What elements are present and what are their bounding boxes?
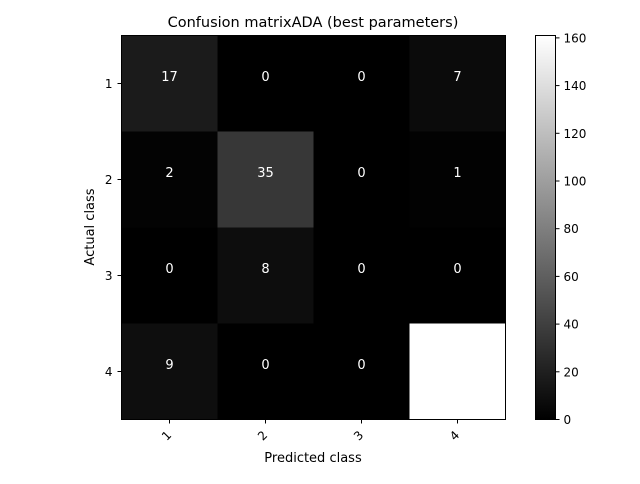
cell-value-label: 8 bbox=[261, 262, 269, 277]
heatmap-cell bbox=[121, 131, 218, 228]
cell-value-label: 0 bbox=[357, 358, 365, 373]
colorbar-tick-label: 60 bbox=[564, 270, 579, 284]
heatmap-cell bbox=[217, 131, 314, 228]
y-axis-ticks: 1 2 3 4 bbox=[105, 77, 122, 379]
cell-value-label: 2 bbox=[165, 166, 173, 181]
heatmap-cell bbox=[313, 323, 410, 420]
colorbar-tick-label: 80 bbox=[564, 222, 579, 236]
x-tick-label: 2 bbox=[255, 428, 270, 443]
heatmap-cell bbox=[217, 323, 314, 420]
cell-value-label: 0 bbox=[165, 262, 173, 277]
colorbar bbox=[535, 35, 556, 420]
heatmap-cell bbox=[313, 227, 410, 324]
colorbar-tick-label: 20 bbox=[564, 365, 579, 379]
heatmap-cell bbox=[121, 35, 218, 132]
colorbar-tick-label: 160 bbox=[564, 31, 587, 45]
y-axis-label: Actual class bbox=[83, 188, 98, 265]
cell-value-label: 1 bbox=[453, 166, 461, 181]
y-tick-label: 2 bbox=[105, 173, 113, 187]
x-tick-label: 3 bbox=[351, 428, 366, 443]
heatmap-cell bbox=[121, 227, 218, 324]
x-axis-label: Predicted class bbox=[264, 451, 362, 466]
plot-frame bbox=[121, 35, 506, 420]
heatmap-cell bbox=[313, 35, 410, 132]
y-tick-label: 3 bbox=[105, 269, 113, 283]
chart-title: Confusion matrixADA (best parameters) bbox=[168, 15, 459, 31]
cell-value-label: 35 bbox=[257, 166, 274, 181]
heatmap-cell bbox=[409, 131, 506, 228]
cell-value-label: 0 bbox=[453, 262, 461, 277]
cell-value-label: 0 bbox=[261, 358, 269, 373]
x-axis-ticks: 1 2 3 4 bbox=[159, 419, 462, 443]
heatmap-cell bbox=[121, 323, 218, 420]
cell-value-label: 0 bbox=[357, 262, 365, 277]
heatmap-cell bbox=[409, 323, 506, 420]
cell-value-label: 0 bbox=[357, 166, 365, 181]
colorbar-tick-label: 0 bbox=[564, 413, 572, 427]
colorbar-tick-label: 100 bbox=[564, 174, 587, 188]
y-tick-label: 1 bbox=[105, 77, 113, 91]
x-tick-label: 4 bbox=[447, 428, 462, 443]
cell-value-label: 0 bbox=[357, 70, 365, 85]
x-tick-label: 1 bbox=[159, 428, 174, 443]
heatmap: 17 0 0 7 2 35 0 1 0 8 0 0 9 0 0 161 bbox=[121, 35, 506, 420]
heatmap-cell bbox=[313, 131, 410, 228]
colorbar-tick-label: 120 bbox=[564, 127, 587, 141]
cell-value-label: 17 bbox=[161, 70, 178, 85]
colorbar-tick-label: 140 bbox=[564, 79, 587, 93]
heatmap-cell bbox=[217, 227, 314, 324]
cell-value-label: 161 bbox=[445, 358, 470, 373]
heatmap-cell bbox=[217, 35, 314, 132]
colorbar-tick-label: 40 bbox=[564, 318, 579, 332]
colorbar-ticks: 0 20 40 60 80 100 120 140 160 bbox=[555, 31, 587, 427]
cell-value-label: 7 bbox=[453, 70, 461, 85]
y-tick-label: 4 bbox=[105, 365, 113, 379]
cell-value-label: 0 bbox=[261, 70, 269, 85]
cell-value-label: 9 bbox=[165, 358, 173, 373]
heatmap-cell bbox=[409, 227, 506, 324]
heatmap-cell bbox=[409, 35, 506, 132]
